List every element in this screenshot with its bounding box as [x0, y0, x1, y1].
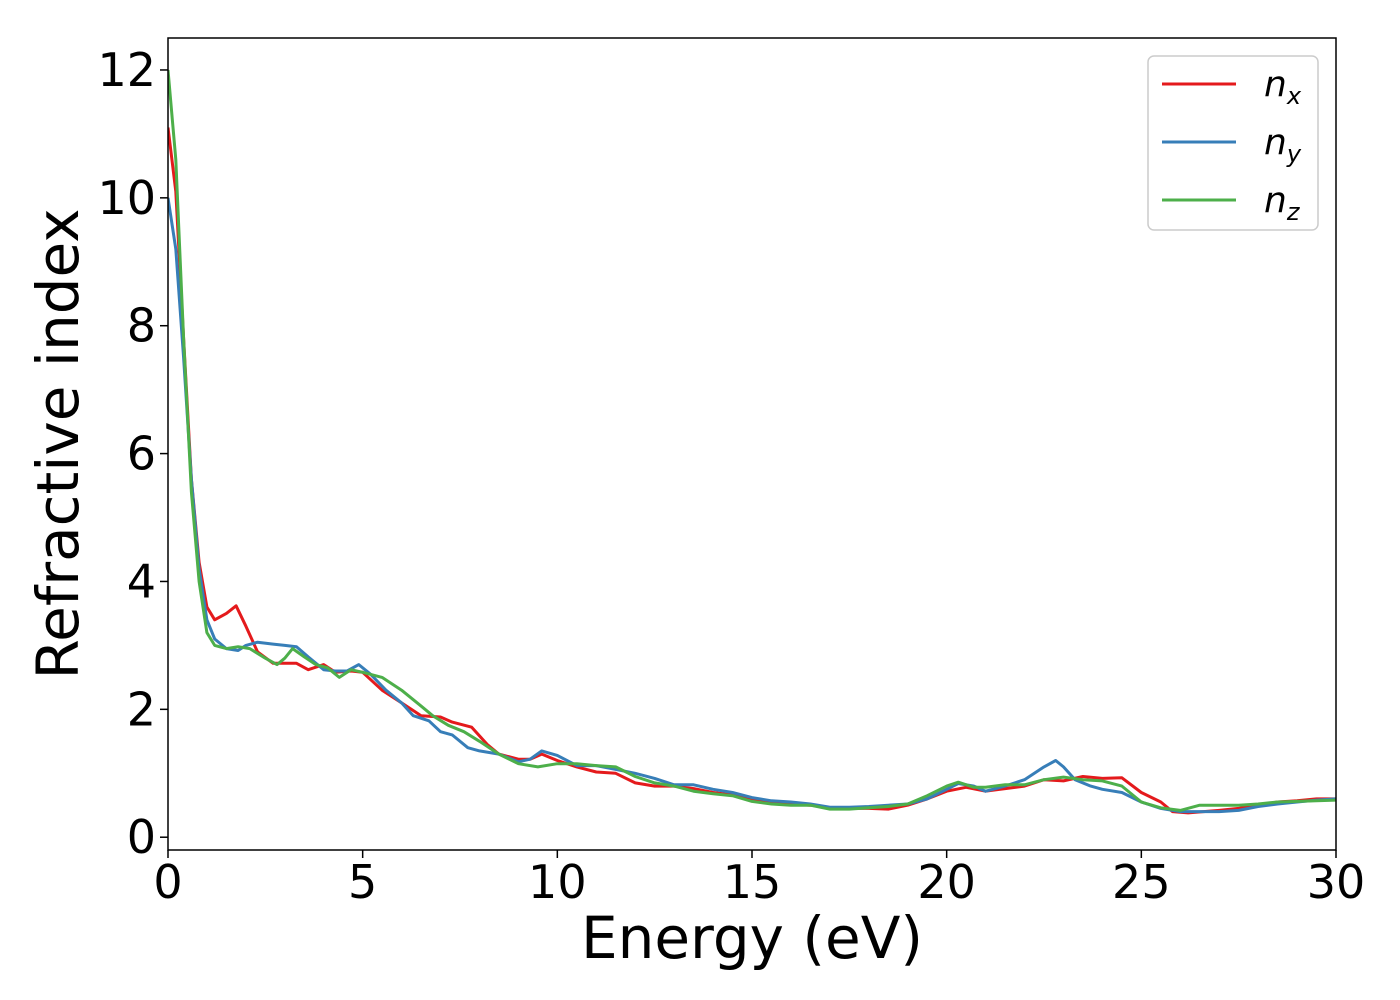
x-tick-label: 20: [917, 855, 976, 909]
x-axis-ticks: 0 5 10 15 20 25 30: [153, 850, 1365, 909]
y-axis-label: Refractive index: [24, 208, 92, 679]
x-tick-label: 25: [1112, 855, 1171, 909]
y-tick-label: 10: [97, 171, 156, 225]
y-tick-label: 4: [127, 554, 156, 608]
plot-frame: [167, 37, 1337, 851]
y-tick-label: 2: [127, 682, 156, 736]
x-tick-label: 15: [723, 855, 782, 909]
series-line-z: [168, 69, 1336, 812]
series-line-y: [168, 197, 1336, 814]
legend-label-z: nz: [1264, 180, 1301, 226]
x-tick-label: 30: [1307, 855, 1366, 909]
y-tick-label: 0: [127, 810, 156, 864]
x-axis-label: Energy (eV): [581, 904, 923, 972]
y-tick-label: 6: [127, 427, 156, 481]
x-tick-label: 10: [528, 855, 587, 909]
legend: nx ny nz: [1147, 55, 1319, 231]
y-tick-label: 12: [97, 43, 156, 97]
legend-label-x: nx: [1264, 64, 1302, 110]
x-tick-label: 0: [153, 855, 182, 909]
series-layer: [168, 69, 1336, 815]
y-axis-ticks: 0 2 4 6 8 10 12: [97, 43, 168, 864]
y-tick-label: 8: [127, 299, 156, 353]
legend-label-y: ny: [1264, 122, 1302, 168]
x-tick-label: 5: [348, 855, 377, 909]
